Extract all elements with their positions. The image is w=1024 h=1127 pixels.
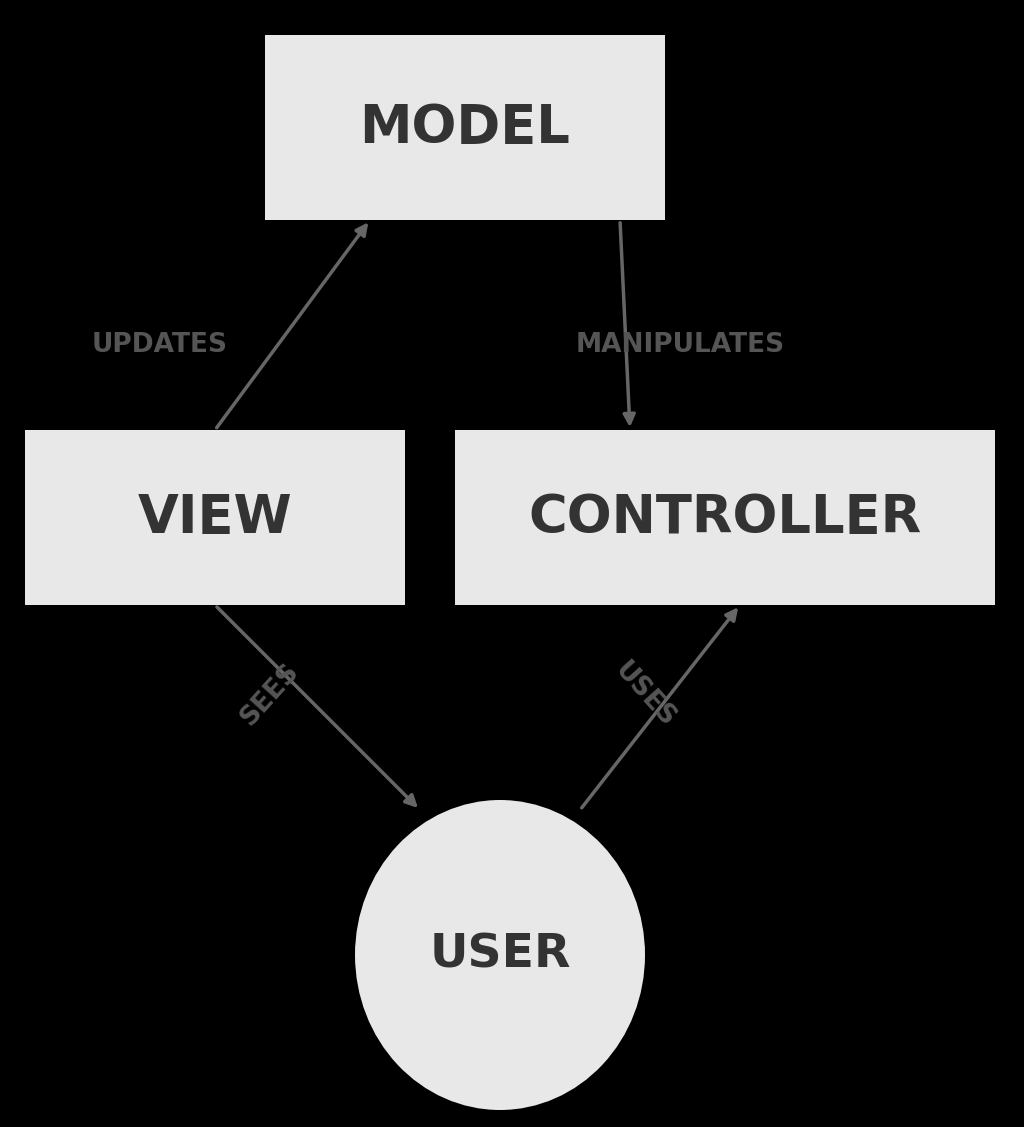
FancyBboxPatch shape <box>265 35 665 220</box>
Text: SEES: SEES <box>236 659 304 731</box>
Text: USER: USER <box>429 932 570 977</box>
Text: UPDATES: UPDATES <box>92 332 228 358</box>
Text: CONTROLLER: CONTROLLER <box>528 491 922 543</box>
Ellipse shape <box>355 800 645 1110</box>
FancyBboxPatch shape <box>455 431 995 605</box>
Text: USES: USES <box>609 657 681 733</box>
Text: VIEW: VIEW <box>137 491 292 543</box>
Text: MANIPULATES: MANIPULATES <box>575 332 784 358</box>
Text: MODEL: MODEL <box>359 101 570 153</box>
FancyBboxPatch shape <box>25 431 406 605</box>
